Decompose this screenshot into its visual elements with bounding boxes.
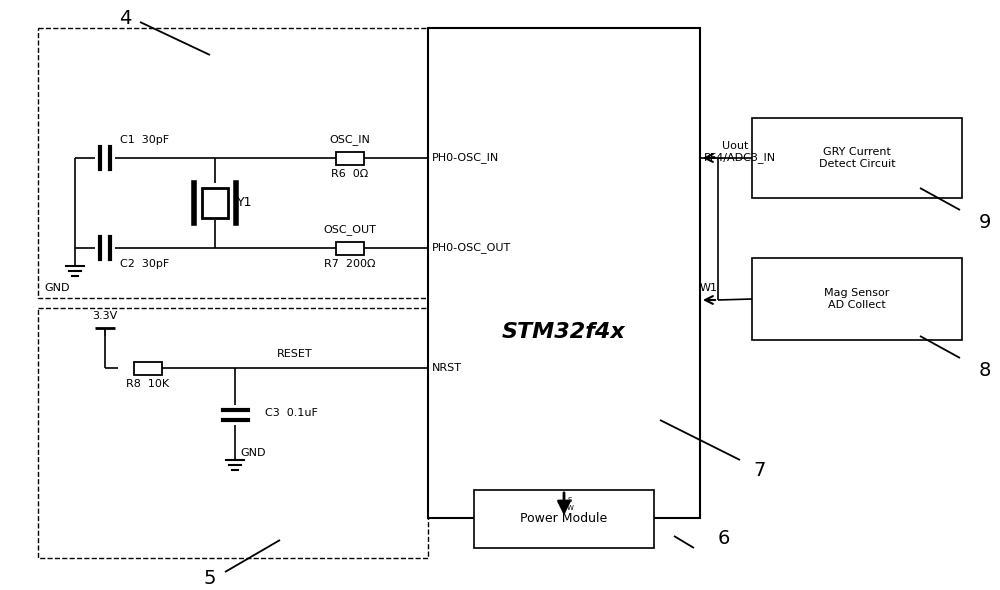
Text: PH0-OSC_OUT: PH0-OSC_OUT (432, 242, 511, 254)
Bar (336, 241, 364, 254)
Text: 8: 8 (979, 360, 991, 379)
Text: Power Module: Power Module (520, 513, 608, 526)
Text: 9: 9 (979, 212, 991, 231)
Text: S
W: S W (567, 497, 573, 510)
Text: OSC_OUT: OSC_OUT (324, 225, 376, 235)
Text: PF4/ADC3_IN: PF4/ADC3_IN (704, 153, 776, 163)
Text: RESET: RESET (277, 349, 313, 359)
Text: C3  0.1uF: C3 0.1uF (265, 408, 318, 418)
Text: R7  200Ω: R7 200Ω (324, 259, 376, 269)
Bar (752, 258, 962, 340)
Text: C2  30pF: C2 30pF (120, 259, 169, 269)
Bar (38, 28, 428, 298)
Text: 4: 4 (119, 8, 131, 28)
Text: W1: W1 (700, 283, 718, 293)
Text: PH0-OSC_IN: PH0-OSC_IN (432, 153, 499, 163)
Bar (474, 490, 654, 548)
Text: 5: 5 (204, 569, 216, 588)
Text: GND: GND (44, 283, 70, 293)
Text: Y1: Y1 (237, 196, 252, 209)
Text: C1  30pF: C1 30pF (120, 135, 169, 145)
Text: STM32f4x: STM32f4x (502, 322, 626, 342)
Text: 7: 7 (754, 461, 766, 480)
Text: R8  10K: R8 10K (126, 379, 170, 389)
Text: GND: GND (240, 448, 266, 458)
Text: NRST: NRST (432, 363, 462, 373)
Text: 3.3V: 3.3V (92, 311, 118, 321)
Text: 6: 6 (718, 529, 730, 548)
Text: Uout: Uout (722, 141, 748, 151)
Bar (202, 188, 228, 218)
Bar (134, 362, 162, 375)
Bar (428, 28, 700, 518)
Text: OSC_IN: OSC_IN (330, 135, 370, 146)
Text: R6  0Ω: R6 0Ω (331, 169, 369, 179)
Bar (38, 308, 428, 558)
Text: Mag Sensor
AD Collect: Mag Sensor AD Collect (824, 288, 890, 310)
Bar (752, 118, 962, 198)
Bar (336, 152, 364, 165)
Text: GRY Current
Detect Circuit: GRY Current Detect Circuit (819, 147, 895, 169)
